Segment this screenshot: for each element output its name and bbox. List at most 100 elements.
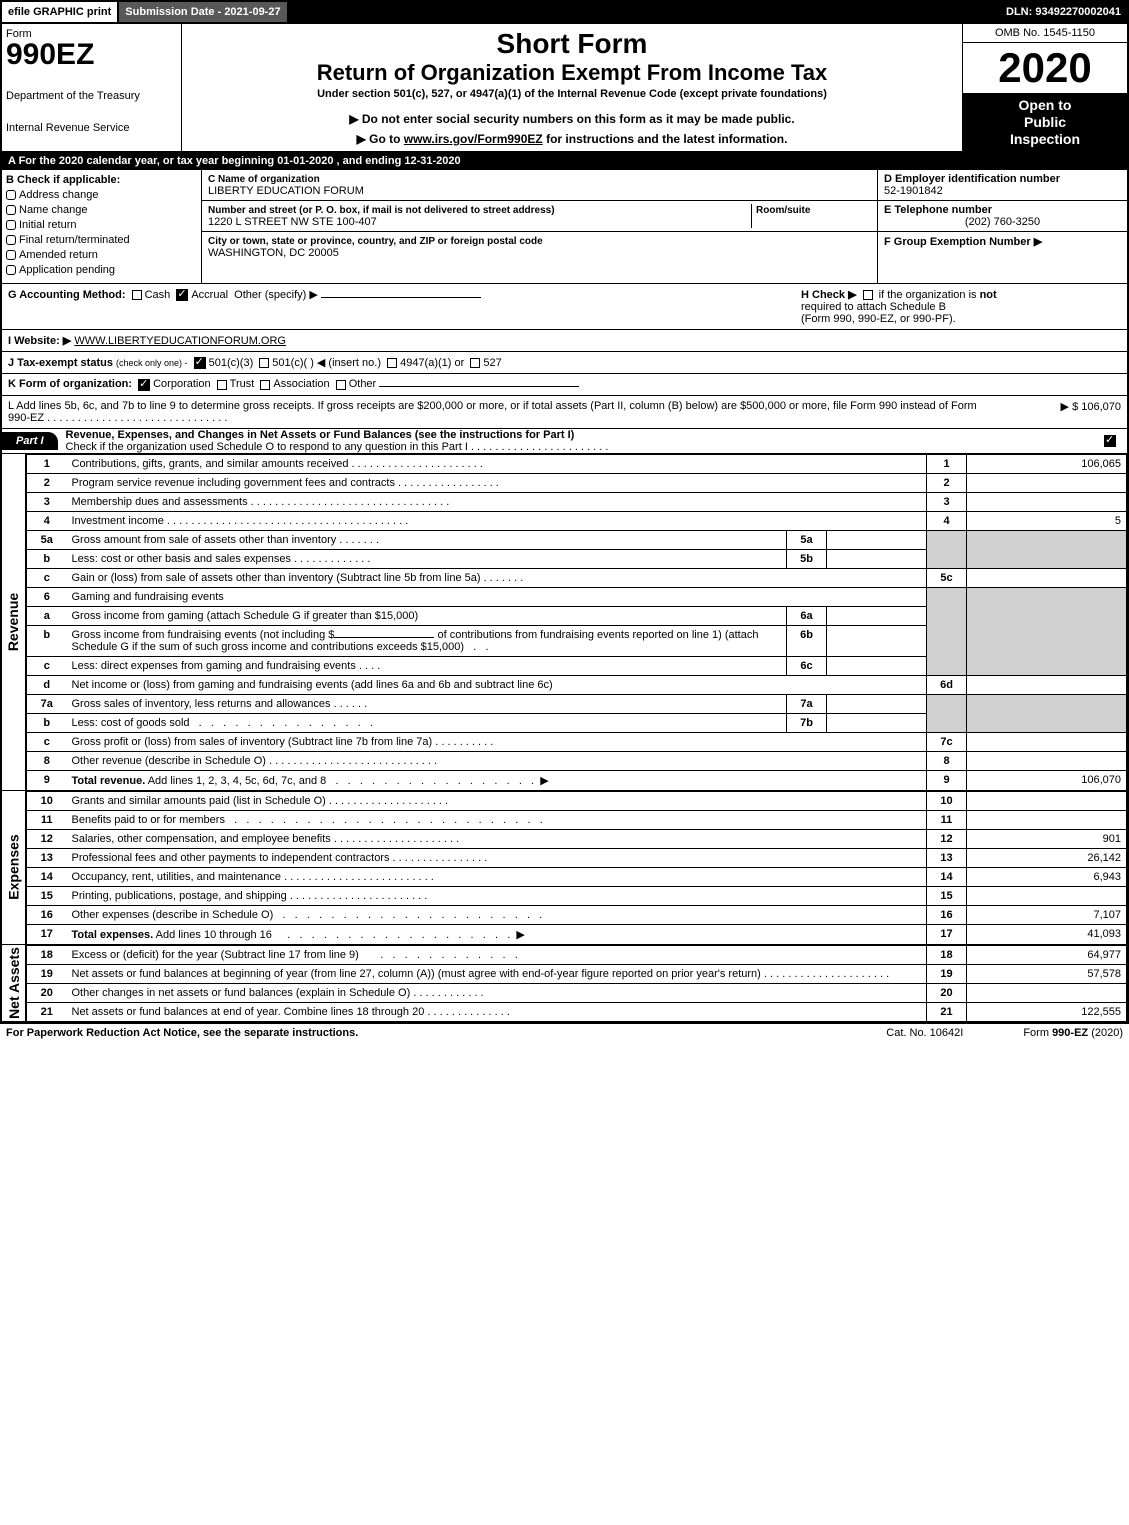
revenue-side-label: Revenue xyxy=(2,454,26,791)
checkbox-corporation[interactable] xyxy=(138,379,150,391)
cash-label: Cash xyxy=(145,289,171,301)
checkbox-schedule-o[interactable] xyxy=(1104,435,1116,447)
checkbox-cash[interactable] xyxy=(132,290,142,300)
goto-pre: ▶ Go to xyxy=(357,132,404,146)
expenses-table: 10Grants and similar amounts paid (list … xyxy=(26,791,1127,945)
address-change-label: Address change xyxy=(19,189,99,201)
trust-label: Trust xyxy=(230,378,255,390)
line-1: 1Contributions, gifts, grants, and simil… xyxy=(27,454,1127,473)
checkbox-name-change[interactable] xyxy=(6,205,16,215)
revenue-table: 1Contributions, gifts, grants, and simil… xyxy=(26,454,1127,791)
form-ref: Form 990-EZ (2020) xyxy=(1023,1027,1123,1039)
line-16: 16Other expenses (describe in Schedule O… xyxy=(27,905,1127,924)
line-18: 18Excess or (deficit) for the year (Subt… xyxy=(27,945,1127,964)
net-assets-section: Net Assets 18Excess or (deficit) for the… xyxy=(2,945,1127,1022)
header-right: OMB No. 1545-1150 2020 Open to Public In… xyxy=(962,24,1127,151)
h-text2: required to attach Schedule B xyxy=(801,301,946,313)
checkbox-application-pending[interactable] xyxy=(6,265,16,275)
org-name: LIBERTY EDUCATION FORUM xyxy=(208,185,364,197)
form-title: Return of Organization Exempt From Incom… xyxy=(186,60,958,86)
line-20: 20Other changes in net assets or fund ba… xyxy=(27,983,1127,1002)
checkbox-amended-return[interactable] xyxy=(6,250,16,260)
ein-label: D Employer identification number xyxy=(884,173,1060,185)
line-2: 2Program service revenue including gover… xyxy=(27,473,1127,492)
box-b: B Check if applicable: Address change Na… xyxy=(2,170,202,283)
part-1-check-text: Check if the organization used Schedule … xyxy=(66,441,468,453)
checkbox-trust[interactable] xyxy=(217,380,227,390)
name-change-label: Name change xyxy=(19,204,88,216)
line-3: 3Membership dues and assessments . . . .… xyxy=(27,492,1127,511)
line-5c: cGain or (loss) from sale of assets othe… xyxy=(27,568,1127,587)
cat-no: Cat. No. 10642I xyxy=(886,1027,963,1039)
checkbox-501c[interactable] xyxy=(259,358,269,368)
revenue-section: Revenue 1Contributions, gifts, grants, a… xyxy=(2,454,1127,791)
dln-label: DLN: 93492270002041 xyxy=(1000,2,1127,22)
checkbox-501c3[interactable] xyxy=(194,357,206,369)
expenses-side-label: Expenses xyxy=(2,791,26,945)
checkbox-4947[interactable] xyxy=(387,358,397,368)
checkbox-accrual[interactable] xyxy=(176,289,188,301)
line-5a: 5aGross amount from sale of assets other… xyxy=(27,530,1127,549)
box-def: D Employer identification number 52-1901… xyxy=(877,170,1127,283)
line-14: 14Occupancy, rent, utilities, and mainte… xyxy=(27,867,1127,886)
gross-receipts-value: ▶ $ 106,070 xyxy=(1001,400,1121,424)
form-org-label: K Form of organization: xyxy=(8,378,132,390)
arrow-icon: ▶ xyxy=(540,775,548,787)
h-text3: (Form 990, 990-EZ, or 990-PF). xyxy=(801,313,956,325)
line-11: 11Benefits paid to or for members . . . … xyxy=(27,810,1127,829)
box-c: C Name of organization LIBERTY EDUCATION… xyxy=(202,170,877,283)
501c-label: 501(c)( ) ◀ (insert no.) xyxy=(272,357,381,369)
website-label: I Website: ▶ xyxy=(8,335,71,347)
under-section: Under section 501(c), 527, or 4947(a)(1)… xyxy=(186,88,958,100)
checkbox-final-return[interactable] xyxy=(6,235,16,245)
line-12: 12Salaries, other compensation, and empl… xyxy=(27,829,1127,848)
tax-year: 2020 xyxy=(963,43,1127,93)
phone-label: E Telephone number xyxy=(884,204,992,216)
tax-year-line: A For the 2020 calendar year, or tax yea… xyxy=(2,152,1127,170)
form-header: Form 990EZ Department of the Treasury In… xyxy=(2,24,1127,152)
line-4: 4Investment income . . . . . . . . . . .… xyxy=(27,511,1127,530)
goto-link-row: ▶ Go to www.irs.gov/Form990EZ for instru… xyxy=(186,132,958,146)
checkbox-schedule-b[interactable] xyxy=(863,290,873,300)
checkbox-address-change[interactable] xyxy=(6,190,16,200)
line-7c: cGross profit or (loss) from sales of in… xyxy=(27,732,1127,751)
org-name-label: C Name of organization xyxy=(208,174,320,185)
checkbox-association[interactable] xyxy=(260,380,270,390)
row-j: J Tax-exempt status (check only one) - 5… xyxy=(2,352,1127,374)
website-value[interactable]: WWW.LIBERTYEDUCATIONFORUM.ORG xyxy=(74,335,286,347)
line-7a: 7aGross sales of inventory, less returns… xyxy=(27,694,1127,713)
line-15: 15Printing, publications, postage, and s… xyxy=(27,886,1127,905)
501c3-label: 501(c)(3) xyxy=(209,357,254,369)
line-6d: dNet income or (loss) from gaming and fu… xyxy=(27,675,1127,694)
org-city: WASHINGTON, DC 20005 xyxy=(208,247,339,259)
row-k: K Form of organization: Corporation Trus… xyxy=(2,374,1127,395)
other-specify-input[interactable] xyxy=(321,297,481,298)
corporation-label: Corporation xyxy=(153,378,210,390)
expenses-section: Expenses 10Grants and similar amounts pa… xyxy=(2,791,1127,945)
checkbox-initial-return[interactable] xyxy=(6,220,16,230)
line-8: 8Other revenue (describe in Schedule O) … xyxy=(27,751,1127,770)
dept-irs: Internal Revenue Service xyxy=(6,122,177,134)
phone-value: (202) 760-3250 xyxy=(884,216,1121,228)
application-pending-label: Application pending xyxy=(19,264,115,276)
page-footer: For Paperwork Reduction Act Notice, see … xyxy=(0,1024,1129,1042)
box-b-title: B Check if applicable: xyxy=(6,174,197,186)
open-public-inspection: Open to Public Inspection xyxy=(963,93,1127,151)
association-label: Association xyxy=(273,378,329,390)
group-exemption-label: F Group Exemption Number ▶ xyxy=(884,236,1042,248)
efile-label[interactable]: efile GRAPHIC print xyxy=(2,2,117,22)
checkbox-other-org[interactable] xyxy=(336,380,346,390)
fundraising-amount-input[interactable] xyxy=(334,637,434,638)
h-check-label: H Check ▶ xyxy=(801,289,857,301)
other-org-input[interactable] xyxy=(379,386,579,387)
net-assets-side-label: Net Assets xyxy=(2,945,26,1022)
line-9: 9Total revenue. Add lines 1, 2, 3, 4, 5c… xyxy=(27,770,1127,790)
accrual-label: Accrual xyxy=(191,289,228,301)
line-10: 10Grants and similar amounts paid (list … xyxy=(27,791,1127,810)
part-1-title: Revenue, Expenses, and Changes in Net As… xyxy=(58,429,1101,453)
checkbox-527[interactable] xyxy=(470,358,480,368)
header-left: Form 990EZ Department of the Treasury In… xyxy=(2,24,182,151)
omb-number: OMB No. 1545-1150 xyxy=(963,24,1127,43)
irs-link[interactable]: www.irs.gov/Form990EZ xyxy=(404,132,543,146)
part-1-header: Part I Revenue, Expenses, and Changes in… xyxy=(2,429,1127,454)
